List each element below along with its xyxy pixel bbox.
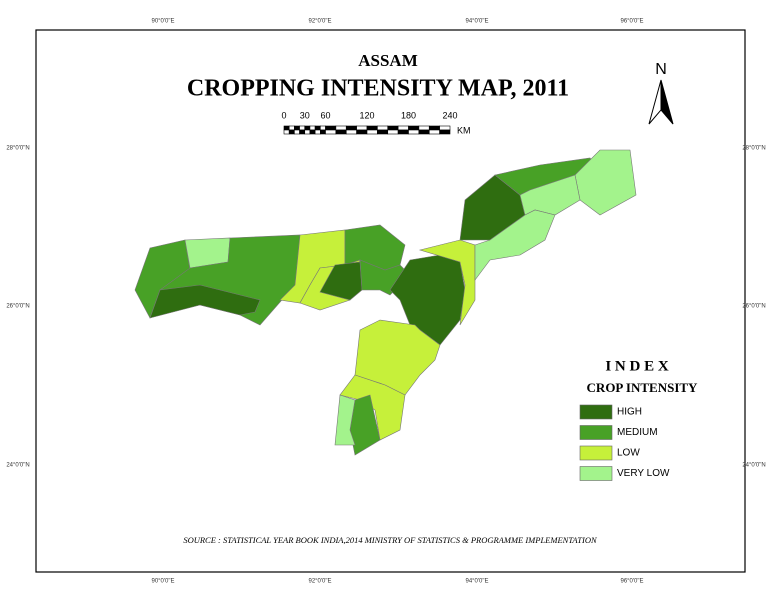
longitude-label: 90°0'0"E xyxy=(151,579,174,585)
scale-segment xyxy=(345,125,357,131)
district xyxy=(418,239,476,326)
scale-unit: KM xyxy=(457,125,471,135)
scale-segment xyxy=(397,129,409,135)
district xyxy=(474,209,556,281)
scale-segment xyxy=(366,129,378,135)
scale-segment xyxy=(294,125,300,131)
legend-label: HIGH xyxy=(617,407,642,418)
scale-segment xyxy=(320,129,326,135)
scale-segment xyxy=(309,129,316,135)
scale-segment xyxy=(314,125,321,131)
legend-swatch xyxy=(579,466,613,481)
scale-segment xyxy=(288,125,295,131)
latitude-label: 28°0'0"N xyxy=(6,146,29,152)
scale-segment xyxy=(345,129,357,135)
districts xyxy=(134,149,637,456)
scale-segment xyxy=(304,125,311,131)
legend-title: I N D E X xyxy=(605,358,669,374)
scale-segment xyxy=(439,125,451,131)
scale-segment xyxy=(418,125,430,131)
scale-segment xyxy=(356,129,368,135)
district xyxy=(149,284,261,319)
scale-label: 0 xyxy=(281,110,286,120)
arrow-right xyxy=(660,79,674,125)
legend-subtitle: CROP INTENSITY xyxy=(587,380,698,395)
scale-segment xyxy=(387,129,399,135)
scale-label: 120 xyxy=(359,110,374,120)
longitude-label: 94°0'0"E xyxy=(465,579,488,585)
title: CROPPING INTENSITY MAP, 2011 xyxy=(187,76,569,102)
scale-segment xyxy=(397,125,409,131)
scale-segment xyxy=(356,125,368,131)
latitude-label: 26°0'0"N xyxy=(742,304,765,310)
scale-label: 30 xyxy=(300,110,310,120)
longitude-label: 90°0'0"E xyxy=(151,19,174,25)
scale-segment xyxy=(304,129,311,135)
scale-segment xyxy=(314,129,321,135)
scale-segment xyxy=(309,125,316,131)
longitude-label: 96°0'0"E xyxy=(620,19,643,25)
legend-label: MEDIUM xyxy=(617,427,658,438)
arrow-left xyxy=(648,79,662,125)
scale-segment xyxy=(299,129,306,135)
scale-segment xyxy=(408,125,420,131)
legend-swatch xyxy=(579,404,613,420)
scale-segment xyxy=(320,125,326,131)
north-label: N xyxy=(655,61,667,78)
latitude-label: 26°0'0"N xyxy=(6,304,29,310)
scale-segment xyxy=(294,129,300,135)
scale-segment xyxy=(335,125,347,131)
scale-segment xyxy=(299,125,306,131)
longitude-label: 92°0'0"E xyxy=(308,19,331,25)
scale-segment xyxy=(325,125,337,131)
scale-segment xyxy=(283,129,290,135)
scale-segment xyxy=(387,125,399,131)
map-frame xyxy=(35,29,746,573)
latitude-label: 24°0'0"N xyxy=(6,463,29,469)
latitude-label: 28°0'0"N xyxy=(742,146,765,152)
scale-segment xyxy=(439,129,451,135)
scale-segment xyxy=(283,125,290,131)
scale-segment xyxy=(377,125,389,131)
legend-label: LOW xyxy=(617,448,640,459)
district xyxy=(334,394,356,446)
scale-segment xyxy=(408,129,420,135)
scale-segment xyxy=(325,129,337,135)
longitude-label: 96°0'0"E xyxy=(620,579,643,585)
scale-segment xyxy=(288,129,295,135)
longitude-label: 92°0'0"E xyxy=(308,579,331,585)
scale-label: 180 xyxy=(401,110,416,120)
scale-segment xyxy=(377,129,389,135)
scale-segment xyxy=(428,129,440,135)
scale-label: 60 xyxy=(320,110,330,120)
scale-segment xyxy=(366,125,378,131)
longitude-label: 94°0'0"E xyxy=(465,19,488,25)
scale-segment xyxy=(418,129,430,135)
source: SOURCE : STATISTICAL YEAR BOOK INDIA,201… xyxy=(183,535,598,545)
legend-label: VERY LOW xyxy=(617,468,670,479)
north-arrow: N xyxy=(648,61,674,125)
latitude-label: 24°0'0"N xyxy=(742,463,765,469)
scale-segment xyxy=(335,129,347,135)
scale-label: 240 xyxy=(442,110,457,120)
district xyxy=(319,261,363,301)
legend-swatch xyxy=(579,445,613,461)
scale-segment xyxy=(428,125,440,131)
legend-swatch xyxy=(579,425,613,440)
subtitle: ASSAM xyxy=(358,51,418,70)
